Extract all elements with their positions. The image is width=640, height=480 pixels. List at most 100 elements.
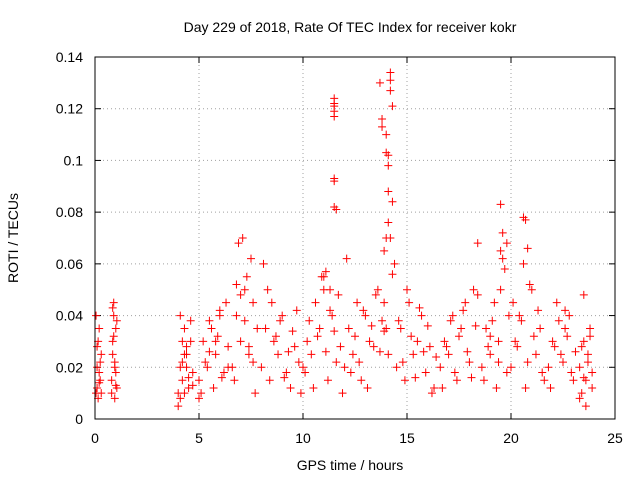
data-point	[369, 342, 378, 351]
data-point	[178, 358, 187, 367]
data-point	[110, 358, 119, 367]
data-point	[450, 368, 459, 377]
data-point	[267, 298, 276, 307]
data-point	[384, 350, 393, 359]
y-tick-label: 0.04	[56, 308, 83, 324]
y-tick-label: 0.08	[56, 204, 83, 220]
data-point	[527, 285, 536, 294]
data-point	[488, 316, 497, 325]
data-point	[554, 316, 563, 325]
data-point	[446, 316, 455, 325]
data-point	[452, 376, 461, 385]
data-point	[111, 368, 120, 377]
data-point	[201, 358, 210, 367]
data-point	[521, 383, 530, 392]
data-point	[507, 363, 515, 372]
data-point	[386, 86, 395, 95]
data-point	[517, 316, 526, 325]
data-point	[261, 324, 270, 333]
data-point	[307, 350, 316, 359]
data-point	[380, 246, 389, 255]
data-point	[588, 368, 597, 377]
data-point	[586, 332, 595, 341]
data-point	[174, 402, 183, 411]
data-point	[108, 350, 117, 359]
x-axis-label: GPS time / hours	[297, 457, 404, 473]
data-point	[321, 347, 330, 356]
x-tick-label: 15	[399, 430, 415, 446]
data-point	[305, 316, 314, 325]
data-point	[529, 332, 538, 341]
data-point	[284, 347, 293, 356]
data-point	[490, 298, 499, 307]
data-point	[278, 311, 287, 320]
data-point	[498, 228, 507, 237]
data-point	[195, 376, 203, 385]
data-point	[513, 342, 522, 351]
data-point	[184, 373, 193, 382]
data-point	[355, 358, 364, 367]
data-point	[203, 363, 212, 372]
data-point	[195, 394, 203, 403]
data-point	[249, 298, 258, 307]
data-point	[423, 321, 432, 330]
data-point	[386, 76, 395, 85]
data-point	[511, 337, 520, 346]
data-point	[569, 376, 578, 385]
data-point	[290, 342, 299, 351]
data-point	[332, 358, 341, 367]
data-point	[244, 342, 253, 351]
data-point	[409, 350, 418, 359]
data-point	[484, 342, 493, 351]
data-point	[504, 311, 513, 320]
data-point	[288, 327, 297, 336]
data-point	[515, 311, 524, 320]
data-point	[579, 373, 588, 382]
y-tick-label: 0.1	[64, 152, 84, 168]
data-point	[577, 342, 586, 351]
data-point	[213, 332, 222, 341]
data-point	[536, 324, 545, 333]
data-point	[565, 311, 574, 320]
data-point	[552, 298, 561, 307]
y-tick-labels: 0 0.02 0.04 0.06 0.08 0.1 0.12 0.14	[56, 49, 83, 427]
data-point	[482, 324, 491, 333]
data-point	[303, 337, 312, 346]
data-point	[228, 363, 237, 372]
data-point	[242, 272, 251, 281]
data-point	[382, 130, 391, 139]
data-point	[405, 298, 414, 307]
data-point	[93, 363, 102, 372]
data-point	[224, 342, 233, 351]
data-point	[500, 265, 509, 274]
data-point	[375, 78, 384, 87]
data-point	[361, 311, 370, 320]
data-point	[97, 389, 106, 398]
data-point	[107, 376, 116, 385]
data-point	[473, 290, 482, 299]
data-point	[378, 115, 387, 124]
data-point	[92, 311, 101, 320]
data-point	[205, 347, 214, 356]
data-point	[286, 383, 295, 392]
y-tick-label: 0	[75, 411, 83, 427]
data-point	[467, 373, 476, 382]
data-point	[111, 324, 120, 333]
data-point	[292, 306, 301, 315]
data-point	[321, 267, 330, 276]
data-point	[182, 363, 191, 372]
data-point	[465, 358, 474, 367]
data-point	[419, 347, 428, 356]
data-point	[571, 347, 580, 356]
data-point	[338, 389, 347, 398]
data-point	[323, 376, 332, 385]
data-point	[180, 324, 189, 333]
data-point	[110, 394, 119, 403]
data-point	[236, 290, 245, 299]
data-point	[313, 332, 322, 341]
data-point	[184, 383, 193, 392]
data-point	[575, 394, 584, 403]
data-point	[97, 350, 106, 359]
data-point	[378, 316, 387, 325]
